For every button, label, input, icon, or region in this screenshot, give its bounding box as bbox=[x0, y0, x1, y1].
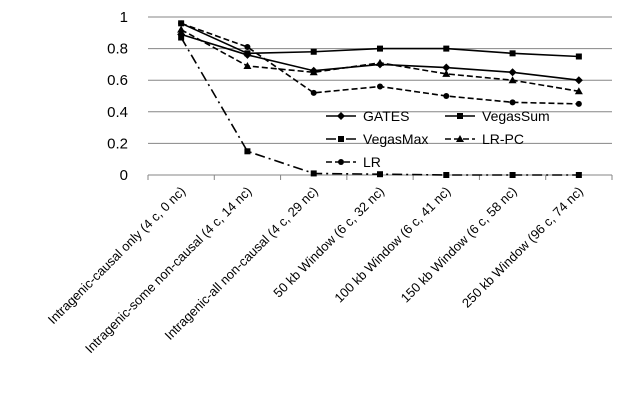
y-tick-label: 0.4 bbox=[107, 104, 128, 121]
legend-label: LR-PC bbox=[482, 131, 524, 147]
legend-marker bbox=[338, 159, 344, 165]
data-point bbox=[508, 68, 517, 77]
y-tick-label: 0.2 bbox=[107, 135, 128, 152]
data-point bbox=[309, 68, 318, 76]
data-point bbox=[574, 76, 583, 85]
x-tick-label: 250 kb Window (96 c, 74 nc) bbox=[459, 184, 586, 311]
data-point bbox=[310, 170, 317, 177]
data-point bbox=[443, 45, 450, 52]
data-point bbox=[442, 69, 451, 77]
data-point bbox=[509, 99, 516, 106]
data-point bbox=[443, 172, 450, 178]
data-point bbox=[377, 171, 383, 178]
legend-item-lr: LR bbox=[326, 154, 381, 170]
legend-label: VegasSum bbox=[482, 108, 550, 124]
series-lr-pc bbox=[177, 25, 583, 95]
data-point bbox=[575, 100, 582, 107]
series-vegasmax bbox=[178, 34, 582, 178]
data-point bbox=[376, 58, 384, 66]
legend-marker bbox=[457, 113, 463, 119]
legend-label: LR bbox=[363, 154, 381, 170]
data-point bbox=[442, 63, 451, 72]
y-tick-label: 0.6 bbox=[107, 72, 128, 89]
x-axis: Intragenic-causal only (4 c, 0 nc)Intrag… bbox=[45, 174, 613, 356]
data-point bbox=[310, 48, 317, 55]
legend-marker bbox=[337, 112, 345, 120]
series-vegassum bbox=[178, 20, 582, 60]
data-point bbox=[310, 89, 317, 96]
y-tick-label: 0 bbox=[120, 167, 128, 184]
legend-item-lr-pc: LR-PC bbox=[445, 131, 524, 147]
legend-marker bbox=[456, 135, 464, 142]
data-point bbox=[177, 25, 186, 33]
legend-item-vegassum: VegasSum bbox=[445, 108, 550, 124]
data-point bbox=[508, 76, 517, 84]
data-point bbox=[243, 61, 252, 69]
data-point bbox=[178, 20, 185, 27]
data-point bbox=[575, 172, 582, 178]
y-tick-label: 0.8 bbox=[107, 41, 128, 58]
legend: GATES VegasSum VegasMax LR-PC LR bbox=[326, 108, 550, 170]
series-lines bbox=[177, 20, 583, 178]
y-axis-ticks: 0 0.2 0.4 0.6 0.8 1 bbox=[107, 9, 128, 184]
legend-label: GATES bbox=[363, 108, 409, 124]
data-point bbox=[509, 50, 516, 57]
legend-label: VegasMax bbox=[363, 131, 428, 147]
x-tick-label: 100 kb Window (6 c, 41 nc) bbox=[331, 184, 453, 306]
y-tick-label: 1 bbox=[120, 9, 128, 26]
legend-marker bbox=[338, 136, 344, 142]
series-lr bbox=[178, 20, 582, 107]
data-point bbox=[244, 148, 251, 155]
legend-item-vegasmax: VegasMax bbox=[326, 131, 428, 147]
x-tick-label: Intragenic-causal only (4 c, 0 nc) bbox=[45, 184, 188, 327]
series-line bbox=[180, 33, 579, 81]
x-tick-label: 150 kb Window (6 c, 58 nc) bbox=[398, 184, 520, 306]
data-point bbox=[178, 34, 185, 41]
data-point bbox=[443, 93, 450, 99]
data-point bbox=[574, 87, 583, 95]
data-point bbox=[244, 50, 251, 57]
data-point bbox=[244, 44, 251, 51]
data-point bbox=[575, 53, 582, 60]
legend-item-gates: GATES bbox=[326, 108, 409, 124]
data-point bbox=[377, 83, 383, 90]
x-tick-label: 50 kb Window (6 c, 32 nc) bbox=[270, 184, 387, 301]
series-gates bbox=[177, 30, 583, 85]
data-point bbox=[377, 45, 383, 52]
data-point bbox=[509, 172, 516, 178]
